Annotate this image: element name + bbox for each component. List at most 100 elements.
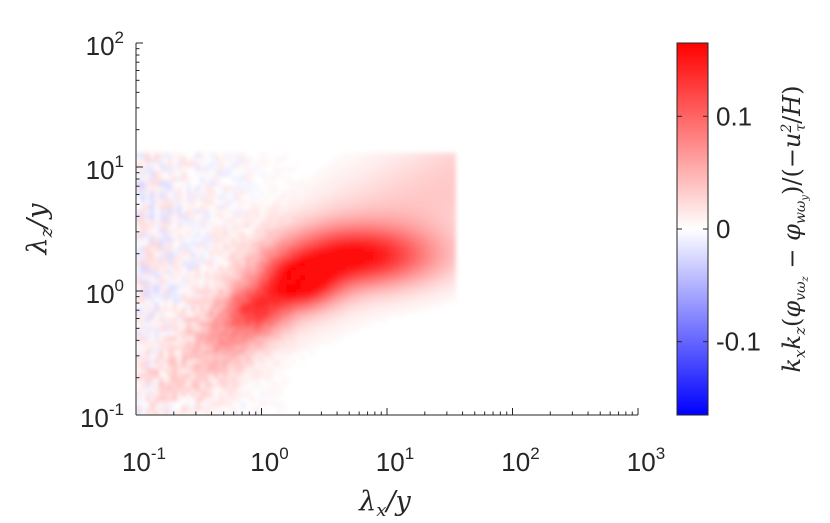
heatmap-cell bbox=[386, 180, 393, 187]
heatmap-cell bbox=[259, 344, 265, 351]
heatmap-cell bbox=[167, 293, 174, 299]
heatmap-cell bbox=[341, 190, 347, 196]
heatmap-cell bbox=[149, 157, 155, 163]
heatmap-cell bbox=[414, 274, 420, 280]
heatmap-cell bbox=[222, 171, 228, 177]
heatmap-cell bbox=[304, 274, 310, 280]
heatmap-cell bbox=[195, 260, 201, 266]
heatmap-cell bbox=[263, 330, 269, 337]
heatmap-cell bbox=[149, 321, 155, 327]
heatmap-cell bbox=[304, 213, 310, 219]
heatmap-cell bbox=[163, 255, 169, 262]
heatmap-cell bbox=[368, 274, 374, 280]
heatmap-cell bbox=[140, 382, 146, 388]
heatmap-cell bbox=[368, 269, 374, 276]
heatmap-cell bbox=[350, 237, 356, 243]
heatmap-cell bbox=[409, 288, 415, 294]
heatmap-cell bbox=[167, 227, 174, 234]
heatmap-cell bbox=[368, 283, 374, 290]
heatmap-cell bbox=[140, 316, 146, 322]
heatmap-cell bbox=[213, 344, 219, 351]
heatmap-cell bbox=[268, 344, 274, 351]
heatmap-cell bbox=[181, 321, 187, 327]
heatmap-cell bbox=[208, 260, 215, 266]
heatmap-cell bbox=[405, 199, 411, 205]
heatmap-cell bbox=[167, 246, 174, 252]
heatmap-cell bbox=[313, 241, 320, 248]
heatmap-cell bbox=[231, 218, 237, 224]
heatmap-cell bbox=[268, 218, 274, 224]
heatmap-cell bbox=[437, 274, 443, 280]
heatmap-cell bbox=[149, 190, 155, 196]
heatmap-cell bbox=[227, 358, 233, 365]
heatmap-cell bbox=[154, 396, 160, 402]
heatmap-cell bbox=[286, 260, 292, 266]
heatmap-cell bbox=[291, 274, 297, 280]
heatmap-cell bbox=[240, 157, 247, 163]
heatmap-cell bbox=[177, 274, 183, 280]
heatmap-cell bbox=[277, 368, 283, 374]
heatmap-cell bbox=[395, 166, 402, 173]
heatmap-cell bbox=[354, 326, 361, 332]
heatmap-cell bbox=[277, 157, 283, 163]
heatmap-cell bbox=[414, 213, 420, 219]
heatmap-cell bbox=[437, 279, 443, 285]
heatmap-cell bbox=[163, 405, 169, 411]
heatmap-cell bbox=[400, 232, 406, 238]
heatmap-cell bbox=[300, 185, 306, 191]
heatmap-cell bbox=[231, 227, 237, 234]
heatmap-cell bbox=[359, 157, 365, 163]
heatmap-cell bbox=[414, 162, 420, 168]
heatmap-cell bbox=[136, 180, 142, 187]
heatmap-cell bbox=[222, 340, 228, 346]
heatmap-cell bbox=[313, 255, 320, 262]
heatmap-cell bbox=[140, 176, 146, 182]
heatmap-cell bbox=[231, 297, 237, 304]
heatmap-cell bbox=[181, 232, 187, 238]
heatmap-cell bbox=[181, 241, 187, 248]
heatmap-cell bbox=[213, 382, 219, 388]
heatmap-cell bbox=[163, 246, 169, 252]
heatmap-cell bbox=[236, 321, 242, 327]
heatmap-cell bbox=[382, 274, 388, 280]
heatmap-cell bbox=[259, 190, 265, 196]
heatmap-cell bbox=[231, 162, 237, 168]
heatmap-cell bbox=[186, 344, 192, 351]
heatmap-cell bbox=[437, 288, 443, 294]
heatmap-cell bbox=[145, 335, 151, 341]
heatmap-cell bbox=[368, 302, 374, 308]
heatmap-cell bbox=[263, 335, 269, 341]
heatmap-cell bbox=[140, 302, 146, 308]
heatmap-cell bbox=[300, 204, 306, 210]
heatmap-cell bbox=[277, 386, 283, 393]
heatmap-cell bbox=[373, 232, 379, 238]
heatmap-cell bbox=[236, 213, 242, 219]
heatmap-cell bbox=[154, 274, 160, 280]
heatmap-cell bbox=[359, 283, 365, 290]
heatmap-cell bbox=[336, 283, 342, 290]
heatmap-cell bbox=[350, 246, 356, 252]
heatmap-cell bbox=[149, 269, 155, 276]
heatmap-cell bbox=[259, 391, 265, 397]
heatmap-cell bbox=[318, 302, 324, 308]
heatmap-cell bbox=[405, 223, 411, 229]
heatmap-cell bbox=[172, 410, 178, 415]
heatmap-cell bbox=[181, 283, 187, 290]
heatmap-cell bbox=[391, 223, 397, 229]
heatmap-cell bbox=[204, 241, 210, 248]
heatmap-cell bbox=[140, 152, 146, 159]
heatmap-cell bbox=[359, 171, 365, 177]
heatmap-cell bbox=[291, 321, 297, 327]
heatmap-cell bbox=[323, 251, 329, 257]
heatmap-cell bbox=[323, 307, 329, 313]
heatmap-cell bbox=[268, 391, 274, 397]
heatmap-cell bbox=[437, 152, 443, 159]
heatmap-cell bbox=[345, 260, 351, 266]
heatmap-cell bbox=[364, 288, 370, 294]
heatmap-cell bbox=[332, 251, 338, 257]
heatmap-cell bbox=[446, 166, 452, 173]
heatmap-cell bbox=[313, 326, 320, 332]
heatmap-cell bbox=[227, 377, 233, 383]
heatmap-cell bbox=[423, 176, 429, 182]
heatmap-cell bbox=[286, 199, 292, 205]
